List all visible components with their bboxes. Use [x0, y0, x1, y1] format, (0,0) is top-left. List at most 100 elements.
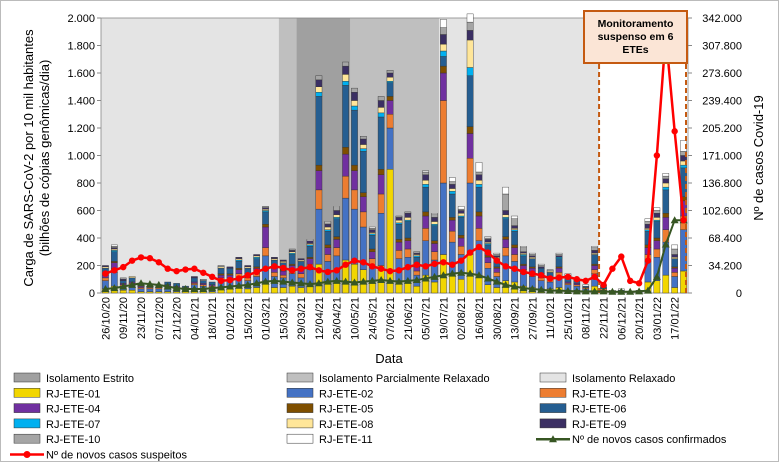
- line-marker: [360, 259, 367, 266]
- bar-segment: [493, 254, 501, 257]
- bar-segment: [386, 70, 394, 74]
- bar-segment: [262, 247, 269, 257]
- x-tick-label: 17/01/22: [670, 297, 682, 340]
- bar-segment: [262, 207, 269, 210]
- bar-segment: [591, 269, 598, 274]
- bar-segment: [111, 250, 118, 252]
- bar-segment: [529, 266, 536, 269]
- y2-tick-label: 273.600: [702, 68, 742, 80]
- bar-segment: [368, 251, 376, 259]
- line-marker: [200, 269, 207, 276]
- line-marker: [501, 280, 510, 288]
- bar-segment: [395, 222, 403, 225]
- bar-segment: [484, 237, 492, 240]
- period-band: [296, 18, 351, 293]
- bar-segment: [582, 284, 590, 287]
- bar-segment: [146, 291, 154, 294]
- bar-segment: [262, 226, 269, 248]
- line-marker: [332, 276, 341, 284]
- bar-segment: [360, 136, 367, 140]
- bar-segment: [529, 254, 536, 257]
- y-axis-title: (bilhões de cópias genômicas/dia): [37, 60, 52, 257]
- line-marker: [394, 277, 403, 285]
- bar-segment: [511, 247, 518, 255]
- legend-swatch: [286, 403, 314, 413]
- bar-segment: [191, 276, 198, 279]
- line-marker: [164, 265, 171, 272]
- line-marker: [190, 284, 199, 292]
- line-marker: [314, 279, 323, 287]
- bar-segment: [333, 217, 341, 219]
- bar-segment: [235, 259, 243, 262]
- bar-segment: [591, 252, 598, 255]
- bar-segment: [662, 274, 670, 294]
- bar-segment: [475, 162, 483, 173]
- x-tick-label: 02/08/21: [456, 297, 468, 340]
- line-marker: [386, 276, 395, 284]
- bar-segment: [440, 56, 447, 67]
- y-tick-label: 1.400: [67, 96, 95, 108]
- bar-segment: [262, 211, 269, 225]
- bar-segment: [324, 226, 332, 230]
- line-marker: [137, 254, 145, 261]
- line-marker: [297, 265, 305, 272]
- line-marker: [430, 272, 439, 280]
- line-marker: [120, 263, 127, 271]
- bar-segment: [315, 86, 323, 93]
- bar-segment: [377, 174, 385, 195]
- bar-segment: [457, 210, 465, 214]
- line-marker: [440, 259, 447, 266]
- y2-tick-label: 68.400: [708, 233, 742, 245]
- line-marker: [581, 287, 590, 295]
- bar-segment: [546, 269, 554, 272]
- bar-segment: [671, 244, 678, 250]
- bar-segment: [111, 247, 118, 250]
- bar-segment: [288, 252, 296, 255]
- line-marker: [458, 257, 465, 264]
- bar-segment: [111, 244, 118, 247]
- line-marker: [484, 249, 492, 256]
- x-tick-label: 30/08/21: [492, 297, 504, 340]
- line-marker: [493, 257, 500, 264]
- line-marker: [404, 263, 412, 271]
- line-marker: [225, 282, 234, 290]
- line-marker: [324, 268, 331, 276]
- bar-segment: [199, 279, 207, 281]
- line-marker: [102, 270, 109, 277]
- bar-segment: [662, 175, 670, 180]
- x-tick-label: 24/05/21: [367, 297, 379, 340]
- x-tick-label: 21/12/20: [172, 297, 184, 340]
- bar-segment: [288, 248, 296, 251]
- line-marker: [253, 268, 260, 276]
- x-tick-label: 11/10/21: [545, 297, 557, 339]
- legend-label: Nº de novos casos confirmados: [572, 434, 727, 446]
- bar-segment: [360, 144, 367, 149]
- bar-segment: [422, 171, 429, 175]
- bar-segment: [360, 196, 367, 213]
- bar-segment: [511, 244, 518, 248]
- bar-segment: [466, 182, 474, 255]
- line-marker: [537, 285, 546, 293]
- bar-segment: [653, 248, 661, 258]
- bar-segment: [653, 280, 661, 294]
- bar-segment: [555, 252, 563, 255]
- legend-swatch: [13, 388, 41, 398]
- bar-segment: [297, 258, 305, 261]
- line-marker: [538, 272, 545, 279]
- bar-segment: [422, 180, 429, 185]
- legend-swatch: [286, 372, 314, 383]
- line-marker: [618, 253, 625, 260]
- x-tick-label: 05/07/21: [421, 297, 433, 340]
- bar-segment: [306, 244, 314, 247]
- line-marker: [181, 284, 190, 292]
- legend-swatch: [539, 403, 567, 413]
- bar-segment: [448, 184, 456, 189]
- line-marker: [154, 280, 163, 288]
- y-tick-label: 800: [77, 178, 95, 190]
- bar-segment: [342, 61, 349, 67]
- line-marker: [626, 277, 634, 285]
- bar-segment: [422, 211, 429, 217]
- bar-segment: [520, 251, 527, 254]
- bar-segment: [395, 219, 403, 224]
- x-tick-label: 13/09/21: [510, 297, 522, 340]
